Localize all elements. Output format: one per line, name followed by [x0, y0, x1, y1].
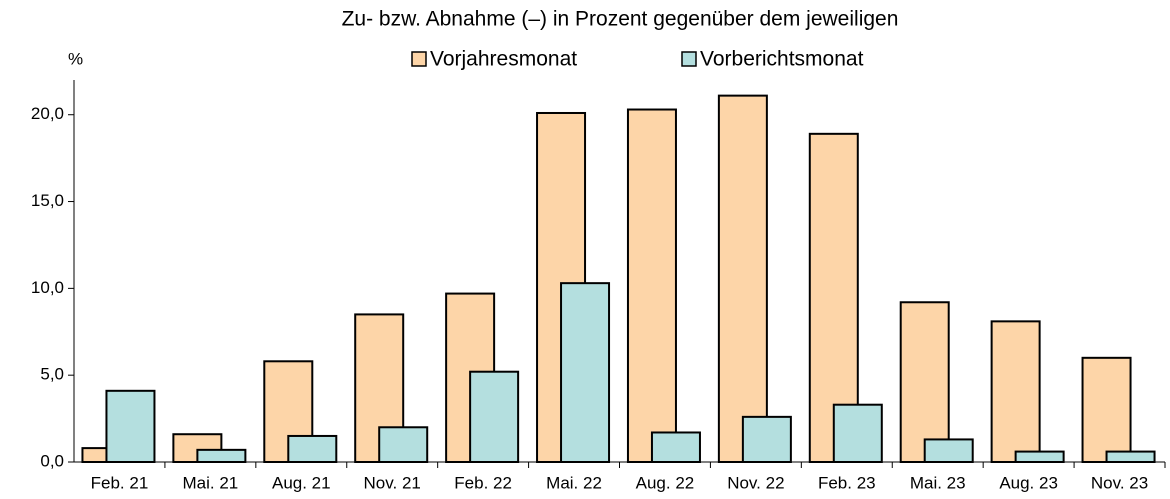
x-tick-label: Nov. 22	[727, 473, 784, 492]
x-tick-label: Aug. 22	[636, 473, 695, 492]
bar	[105, 389, 156, 463]
x-tick-label: Aug. 23	[999, 473, 1058, 492]
bar	[1081, 356, 1132, 463]
legend-label: Vorberichtsmonat	[700, 48, 864, 71]
y-tick-label: 20,0	[31, 104, 64, 123]
x-tick-label: Feb. 23	[818, 473, 876, 492]
bar	[990, 320, 1041, 464]
x-tick-label: Feb. 22	[454, 473, 512, 492]
legend-label: Vorjahresmonat	[430, 48, 577, 71]
y-tick-label: 0,0	[40, 451, 64, 470]
legend-swatch	[411, 51, 427, 67]
bar	[741, 415, 792, 464]
bar	[832, 403, 883, 464]
x-tick-label: Aug. 21	[272, 473, 331, 492]
bar	[560, 282, 611, 463]
legend-swatch	[681, 51, 697, 67]
y-tick-label: 15,0	[31, 191, 64, 210]
bar	[923, 438, 974, 464]
x-tick-label: Nov. 23	[1091, 473, 1148, 492]
bar	[287, 434, 338, 464]
bar	[717, 94, 768, 464]
bar	[626, 108, 677, 463]
x-tick-label: Mai. 22	[546, 473, 602, 492]
bar	[469, 370, 520, 463]
bar	[899, 301, 950, 463]
x-tick-label: Mai. 23	[910, 473, 966, 492]
chart-title: Zu- bzw. Abnahme (–) in Prozent gegenübe…	[342, 8, 899, 31]
bar	[1014, 450, 1065, 463]
y-tick-label: 5,0	[40, 365, 64, 384]
x-tick-label: Nov. 21	[364, 473, 421, 492]
x-tick-label: Mai. 21	[183, 473, 239, 492]
x-tick-label: Feb. 21	[91, 473, 149, 492]
bar	[650, 431, 701, 463]
y-axis-label: %	[68, 49, 83, 68]
y-tick-label: 10,0	[31, 278, 64, 297]
bar	[1105, 450, 1156, 463]
bar	[196, 448, 247, 464]
bar	[378, 426, 429, 464]
